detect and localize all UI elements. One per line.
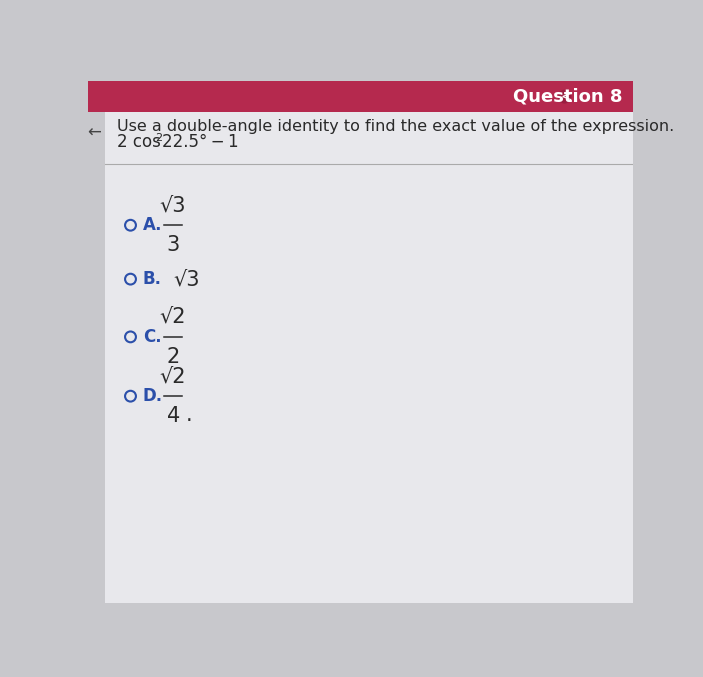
Text: √2: √2: [160, 307, 186, 327]
Text: A.: A.: [143, 216, 162, 234]
Text: 2 cos: 2 cos: [117, 133, 161, 151]
FancyBboxPatch shape: [88, 112, 105, 603]
Text: 4: 4: [167, 406, 180, 427]
Text: <: <: [560, 89, 572, 104]
Text: Question 8: Question 8: [513, 87, 623, 106]
Text: Use a double-angle identity to find the exact value of the expression.: Use a double-angle identity to find the …: [117, 119, 675, 134]
Text: 2: 2: [155, 133, 162, 144]
Text: 2: 2: [167, 347, 180, 367]
Text: B.: B.: [143, 270, 162, 288]
Text: C.: C.: [143, 328, 162, 346]
Text: D.: D.: [143, 387, 163, 405]
Text: 3: 3: [167, 235, 180, 255]
FancyBboxPatch shape: [88, 81, 633, 112]
Text: .: .: [186, 405, 192, 424]
Text: √2: √2: [160, 366, 186, 386]
Text: ←: ←: [87, 124, 101, 141]
Text: 22.5° − 1: 22.5° − 1: [162, 133, 238, 151]
Text: √3: √3: [173, 269, 200, 289]
FancyBboxPatch shape: [105, 112, 633, 603]
Text: √3: √3: [160, 195, 186, 215]
Circle shape: [557, 90, 572, 104]
